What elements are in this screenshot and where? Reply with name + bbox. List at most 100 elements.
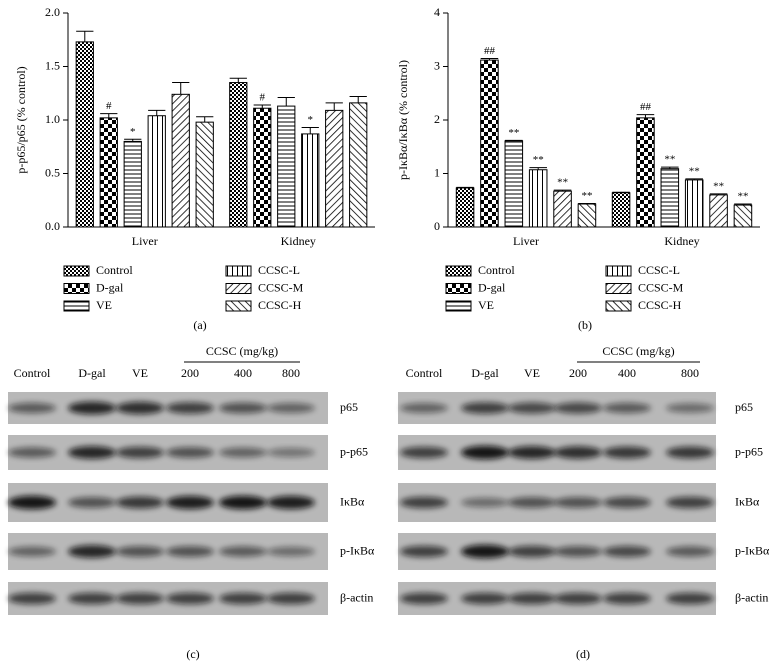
blot-band [603,592,651,605]
bar [636,117,655,228]
x-tick-label: Liver [513,234,539,248]
significance-mark: ** [557,177,568,189]
bar [528,169,548,228]
blot-row-label: p65 [735,400,753,414]
blot-band [219,447,267,458]
legend-swatch [225,265,252,277]
legend-swatch [63,265,90,277]
legend-label: CCSC-M [638,280,684,294]
legend-swatch [605,300,632,312]
panel-label: (b) [578,318,592,332]
significance-mark: ** [664,154,675,166]
error-bar [661,166,679,169]
bar [455,187,475,228]
blot-band [116,446,164,459]
x-tick-label: Liver [132,234,158,248]
lane-label: 200 [181,366,199,380]
bar [75,41,94,228]
blot-band [666,496,714,509]
blot-band [461,544,509,559]
blot-band [267,495,315,510]
bar [195,121,214,228]
blot-band [116,592,164,605]
bar [171,93,190,228]
y-tick-label: 2 [434,112,440,126]
blot-row-label: p-IκBα [340,543,375,557]
lane-label: 800 [681,366,699,380]
blot-row-label: IκBα [340,494,365,508]
blot-band [666,546,714,557]
blot-band [508,545,556,558]
error-bar [301,126,319,134]
blot-row-label: p-p65 [735,444,763,458]
y-tick-label: 4 [434,5,440,19]
blot-band [219,495,267,510]
error-bar [636,114,655,118]
bar [553,190,572,228]
panel-label: (d) [576,647,590,661]
blot-band [8,495,56,510]
legend-swatch [605,265,632,277]
bar [277,105,296,228]
blot-band [116,401,164,415]
error-bar [172,82,190,95]
legend-swatch [445,300,472,312]
blot-row-label: β-actin [340,590,373,604]
blot-band [603,402,651,414]
error-bar [709,193,728,195]
bar [229,82,248,228]
blot-band [68,401,116,415]
blot-band [666,446,714,459]
bar [301,133,320,228]
legend-label: CCSC-M [258,280,304,294]
bar [325,109,344,228]
significance-mark: ** [737,191,748,203]
legend-label: CCSC-L [258,263,300,277]
error-bar [148,109,166,116]
y-tick-label: 3 [434,58,440,72]
legend-swatch [445,283,472,294]
blot-band [461,497,509,508]
blot-band [554,446,602,459]
legend-label: VE [96,298,112,312]
blot-band [400,592,448,605]
lane-label: VE [132,366,148,380]
blot-group-label: CCSC (mg/kg) [602,344,674,358]
error-bar [229,77,247,83]
bar [733,204,753,228]
legend-label: D-gal [96,280,124,294]
legend-label: Control [96,263,133,277]
x-tick-label: Kidney [664,234,699,248]
lane-label: D-gal [471,366,499,380]
blot-band [166,592,214,605]
blot-row-label: p-p65 [340,444,368,458]
y-tick-label: 1.5 [45,58,60,72]
lane-label: Control [406,366,443,380]
error-bar [277,97,295,107]
bar [349,102,368,228]
significance-mark: ** [713,180,724,192]
significance-mark: # [106,100,112,112]
legend-swatch [225,300,252,312]
lane-label: 800 [282,366,300,380]
blot-band [267,592,315,605]
bar [253,107,272,228]
error-bar [349,95,367,103]
legend-label: CCSC-H [258,298,302,312]
blot-band [461,592,509,605]
x-tick-label: Kidney [281,234,316,248]
blot-band [554,497,602,508]
blot-band [166,546,214,557]
y-tick-label: 0.5 [45,165,60,179]
blot-band [508,497,556,508]
legend-swatch [225,283,252,294]
error-bar [124,138,142,142]
bar [660,168,680,228]
y-tick-label: 0.0 [45,219,60,233]
significance-mark: * [130,126,136,138]
error-bar [553,189,572,192]
blot-band [219,402,267,414]
bar [504,140,524,228]
lane-label: 200 [569,366,587,380]
blot-band [219,546,267,557]
